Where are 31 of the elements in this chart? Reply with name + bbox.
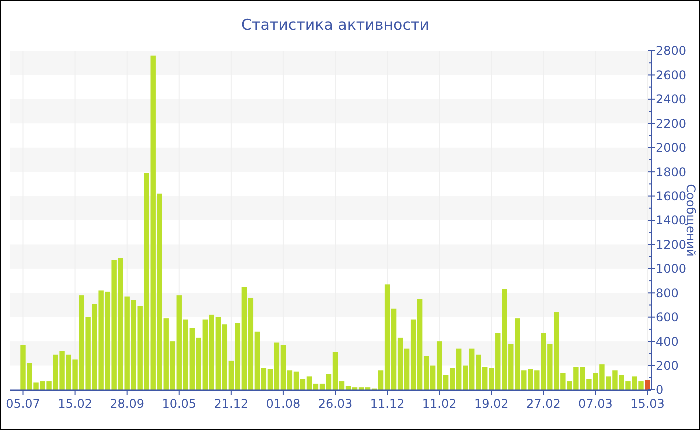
x-tick-label: 11.02 xyxy=(422,397,457,411)
y-tick-label: 400 xyxy=(656,334,679,349)
bar xyxy=(645,380,650,390)
x-tick-label: 01.08 xyxy=(266,397,301,411)
y-tick-label: 200 xyxy=(656,358,679,373)
y-tick-label: 2600 xyxy=(656,68,687,82)
y-tick-label: 2200 xyxy=(656,116,687,131)
y-tick-label: 2000 xyxy=(656,141,687,156)
x-tick-label: 26.03 xyxy=(318,397,353,411)
y-tick-label: 2400 xyxy=(656,92,687,107)
x-tick-label: 15.03 xyxy=(630,397,665,411)
x-tick-label: 05.07 xyxy=(6,397,40,411)
y-tick-label: 0 xyxy=(656,383,664,398)
x-tick-label: 28.09 xyxy=(110,397,145,411)
x-tick-label: 10.05 xyxy=(162,397,197,411)
y-tick-label: 1400 xyxy=(656,214,687,228)
y-axis-title: Сообщений xyxy=(684,184,698,257)
x-tick-label: 27.02 xyxy=(526,397,561,411)
y-tick-label: 600 xyxy=(656,310,679,325)
x-tick-label: 07.03 xyxy=(578,397,613,411)
x-tick-label: 15.02 xyxy=(58,397,92,411)
y-tick-label: 1800 xyxy=(656,165,687,180)
x-tick-label: 11.12 xyxy=(370,397,405,411)
y-tick-label: 1000 xyxy=(656,262,687,276)
y-tick-label: 1200 xyxy=(656,238,687,252)
y-tick-label: 800 xyxy=(656,286,679,300)
x-tick-label: 19.02 xyxy=(474,397,509,411)
x-tick-label: 21.12 xyxy=(214,397,249,411)
chart-title: Статистика активности xyxy=(242,16,430,34)
y-tick-label: 1600 xyxy=(656,189,687,204)
y-tick-label: 2800 xyxy=(656,44,687,58)
